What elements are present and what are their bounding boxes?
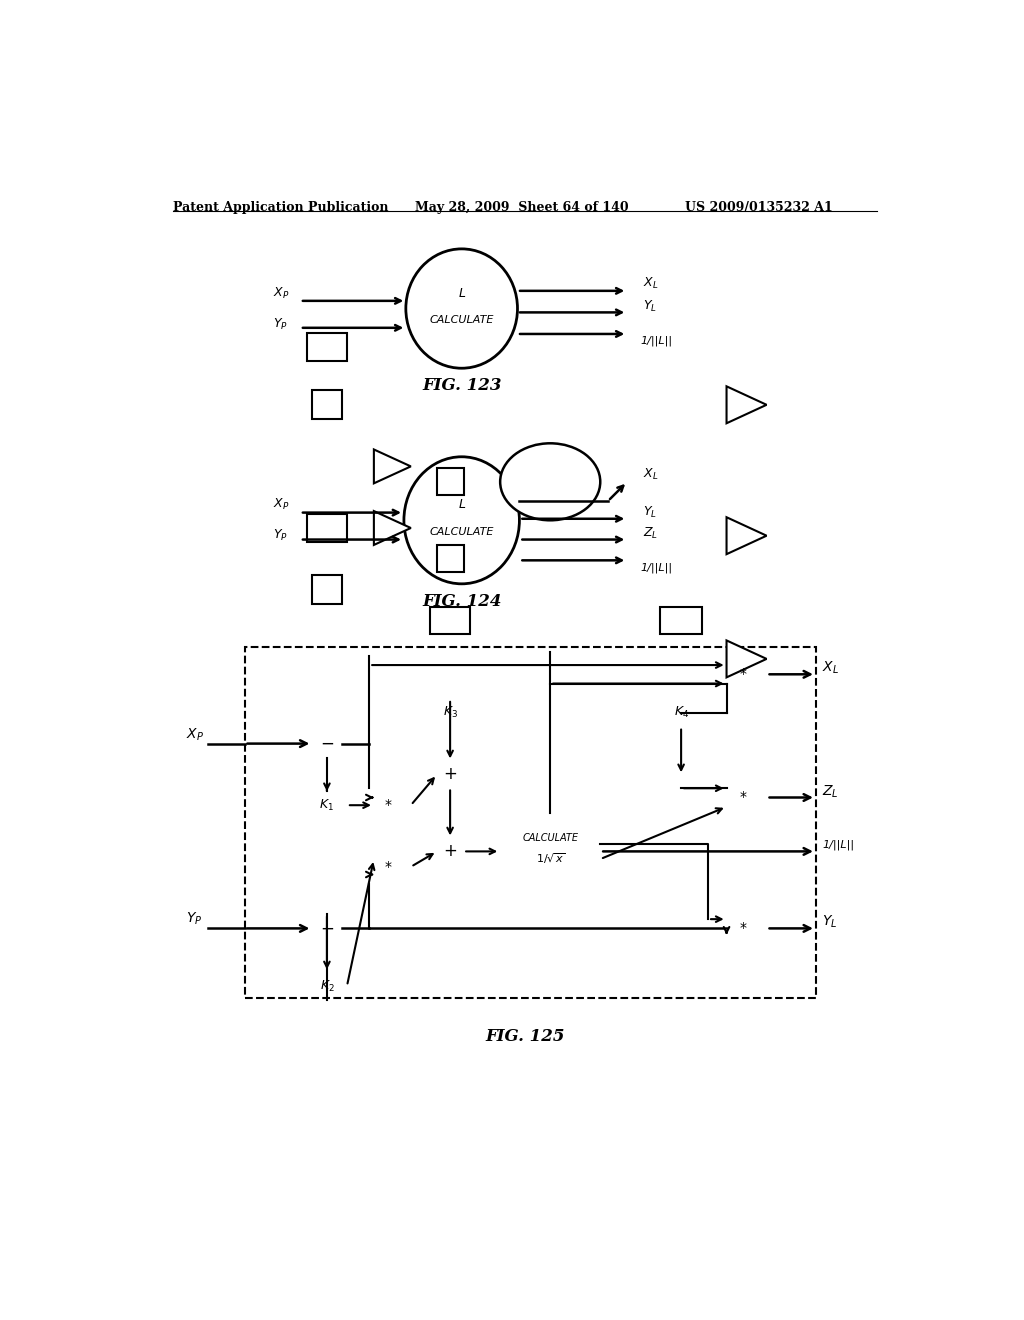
- Text: L: L: [458, 286, 465, 300]
- Text: +: +: [443, 766, 457, 783]
- Text: $X_P$: $X_P$: [272, 498, 289, 512]
- Text: $X_P$: $X_P$: [186, 726, 204, 743]
- Text: L: L: [458, 499, 465, 511]
- Bar: [245, 647, 816, 998]
- Bar: [436, 469, 464, 495]
- Ellipse shape: [500, 444, 600, 520]
- Bar: [659, 607, 702, 635]
- Text: $X_P$: $X_P$: [272, 285, 289, 301]
- Ellipse shape: [403, 457, 519, 583]
- Text: $1/\sqrt{x}$: $1/\sqrt{x}$: [536, 851, 565, 866]
- Polygon shape: [374, 511, 411, 545]
- Text: FIG. 125: FIG. 125: [485, 1028, 564, 1044]
- Bar: [307, 333, 347, 360]
- Text: $X_L$: $X_L$: [643, 466, 658, 482]
- Bar: [430, 607, 470, 635]
- Text: $Z_L$: $Z_L$: [643, 525, 657, 541]
- Text: −: −: [319, 920, 334, 937]
- Text: $Y_P$: $Y_P$: [273, 317, 288, 331]
- Text: $Y_P$: $Y_P$: [186, 911, 203, 928]
- Text: −: −: [319, 735, 334, 752]
- Text: $Y_L$: $Y_L$: [822, 913, 838, 931]
- Text: $Y_L$: $Y_L$: [643, 298, 656, 314]
- Text: $K_2$: $K_2$: [319, 978, 334, 994]
- Text: +: +: [443, 842, 457, 861]
- Text: CALCULATE: CALCULATE: [429, 527, 494, 537]
- Text: CALCULATE: CALCULATE: [429, 315, 494, 325]
- Polygon shape: [727, 517, 767, 554]
- Text: $Y_L$: $Y_L$: [643, 506, 656, 520]
- Text: FIG. 123: FIG. 123: [422, 378, 502, 395]
- Text: US 2009/0135232 A1: US 2009/0135232 A1: [685, 201, 833, 214]
- Text: CALCULATE: CALCULATE: [522, 833, 579, 842]
- Bar: [436, 545, 464, 573]
- Bar: [307, 515, 347, 543]
- Text: $X_L$: $X_L$: [643, 276, 658, 292]
- Text: $K_4$: $K_4$: [674, 705, 689, 721]
- Text: $Y_P$: $Y_P$: [273, 528, 288, 544]
- Polygon shape: [727, 640, 767, 677]
- Text: *: *: [385, 799, 392, 812]
- Text: *: *: [739, 921, 746, 936]
- Ellipse shape: [406, 249, 517, 368]
- Text: 1/||L||: 1/||L||: [640, 335, 673, 346]
- Text: FIG. 124: FIG. 124: [422, 593, 502, 610]
- Text: *: *: [739, 791, 746, 804]
- Text: 1/||L||: 1/||L||: [640, 562, 673, 573]
- Polygon shape: [374, 449, 411, 483]
- Text: May 28, 2009  Sheet 64 of 140: May 28, 2009 Sheet 64 of 140: [416, 201, 629, 214]
- Text: $Z_L$: $Z_L$: [822, 783, 839, 800]
- Text: $K_3$: $K_3$: [442, 705, 458, 721]
- Text: 1/||L||: 1/||L||: [822, 840, 854, 850]
- Text: $X_L$: $X_L$: [822, 660, 839, 676]
- Text: $K_1$: $K_1$: [319, 797, 335, 813]
- Text: *: *: [739, 668, 746, 681]
- Text: *: *: [385, 859, 392, 874]
- Text: Patent Application Publication: Patent Application Publication: [173, 201, 388, 214]
- Polygon shape: [727, 387, 767, 424]
- Bar: [312, 391, 342, 420]
- Bar: [312, 576, 342, 605]
